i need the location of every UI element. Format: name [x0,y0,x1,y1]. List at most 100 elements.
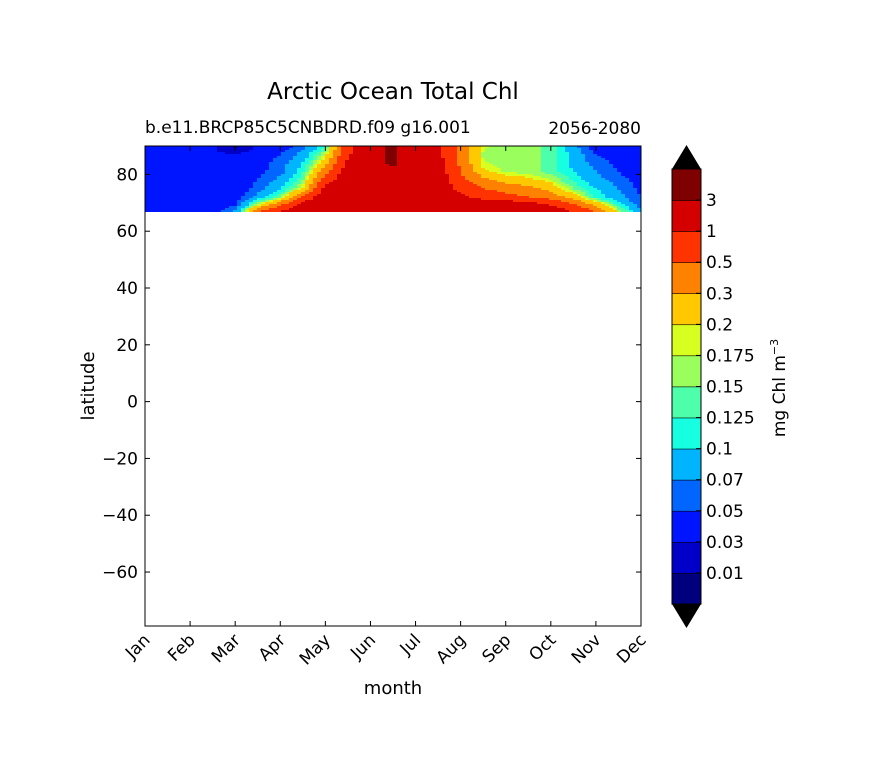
heatmap-cell [357,152,362,155]
heatmap-cell [637,190,641,193]
heatmap-cell [489,158,494,161]
heatmap-cell [205,204,210,207]
y-tick-label: 0 [127,393,138,413]
heatmap-cell [237,208,242,211]
heatmap-cell [549,194,554,197]
heatmap-cell [617,156,622,159]
heatmap-cell [237,204,242,207]
heatmap-cell [169,146,174,149]
heatmap-cell [557,206,562,209]
heatmap-cell [181,150,186,153]
heatmap-cell [253,178,258,181]
heatmap-cell [449,166,454,169]
heatmap-cell [361,164,366,167]
heatmap-cell [381,198,386,201]
heatmap-cell [329,192,334,195]
heatmap-cell [409,156,414,159]
heatmap-cell [317,198,322,201]
heatmap-cell [289,154,294,157]
heatmap-cell [261,158,266,161]
heatmap-cell [245,176,250,179]
heatmap-cell [549,186,554,189]
heatmap-cell [149,158,154,161]
heatmap-cell [173,162,178,165]
heatmap-cell [437,150,442,153]
heatmap-cell [321,176,326,179]
heatmap-cell [193,190,198,193]
heatmap-cell [569,188,574,191]
heatmap-cell [253,200,258,203]
heatmap-cell [205,186,210,189]
heatmap-cell [521,156,526,159]
heatmap-cell [257,192,262,195]
heatmap-cell [493,158,498,161]
heatmap-cell [261,152,266,155]
heatmap-cell [441,182,446,185]
heatmap-cell [477,152,482,155]
heatmap-cell [225,158,230,161]
heatmap-cell [445,174,450,177]
heatmap-cell [213,148,218,151]
heatmap-cell [205,202,210,205]
heatmap-cell [221,162,226,165]
heatmap-cell [617,194,622,197]
heatmap-cell [361,186,366,189]
heatmap-cell [321,168,326,171]
heatmap-cell [629,168,634,171]
heatmap-cell [285,190,290,193]
heatmap-cell [225,202,230,205]
heatmap-cell [597,180,602,183]
heatmap-cell [637,156,641,159]
heatmap-cell [565,150,570,153]
heatmap-cell [145,176,150,179]
heatmap-cell [541,200,546,203]
heatmap-cell [637,188,641,191]
heatmap-cell [457,198,462,201]
heatmap-cell [373,146,378,149]
heatmap-cell [613,190,618,193]
heatmap-cell [373,202,378,205]
heatmap-cell [241,156,246,159]
heatmap-cell [241,180,246,183]
heatmap-cell [625,146,630,149]
heatmap-cell [601,168,606,171]
heatmap-cell [365,162,370,165]
heatmap-cell [173,210,178,212]
heatmap-cell [457,158,462,161]
heatmap-cell [397,164,402,167]
heatmap-cell [341,150,346,153]
heatmap-cell [565,160,570,163]
heatmap-cell [257,196,262,199]
heatmap-cell [265,156,270,159]
heatmap-cell [217,162,222,165]
heatmap-cell [361,180,366,183]
heatmap-cell [301,150,306,153]
heatmap-cell [313,196,318,199]
heatmap-cell [217,182,222,185]
heatmap-cell [365,160,370,163]
heatmap-cell [173,180,178,183]
heatmap-cell [265,186,270,189]
heatmap-cell [445,150,450,153]
heatmap-cell [205,184,210,187]
heatmap-cell [421,188,426,191]
heatmap-cell [473,166,478,169]
heatmap-cell [225,146,230,149]
heatmap-cell [417,176,422,179]
heatmap-cell [421,190,426,193]
heatmap-cell [529,168,534,171]
heatmap-cell [425,154,430,157]
heatmap-cell [321,188,326,191]
heatmap-cell [149,200,154,203]
y-tick-label: 40 [116,279,138,299]
heatmap-cell [281,208,286,211]
heatmap-cell [453,200,458,203]
heatmap-cell [269,152,274,155]
heatmap-cell [625,148,630,151]
heatmap-cell [169,206,174,209]
heatmap-cell [585,176,590,179]
heatmap-cell [537,162,542,165]
heatmap-cell [425,150,430,153]
heatmap-cell [241,188,246,191]
colorbar-tick-label: 0.125 [706,409,755,429]
